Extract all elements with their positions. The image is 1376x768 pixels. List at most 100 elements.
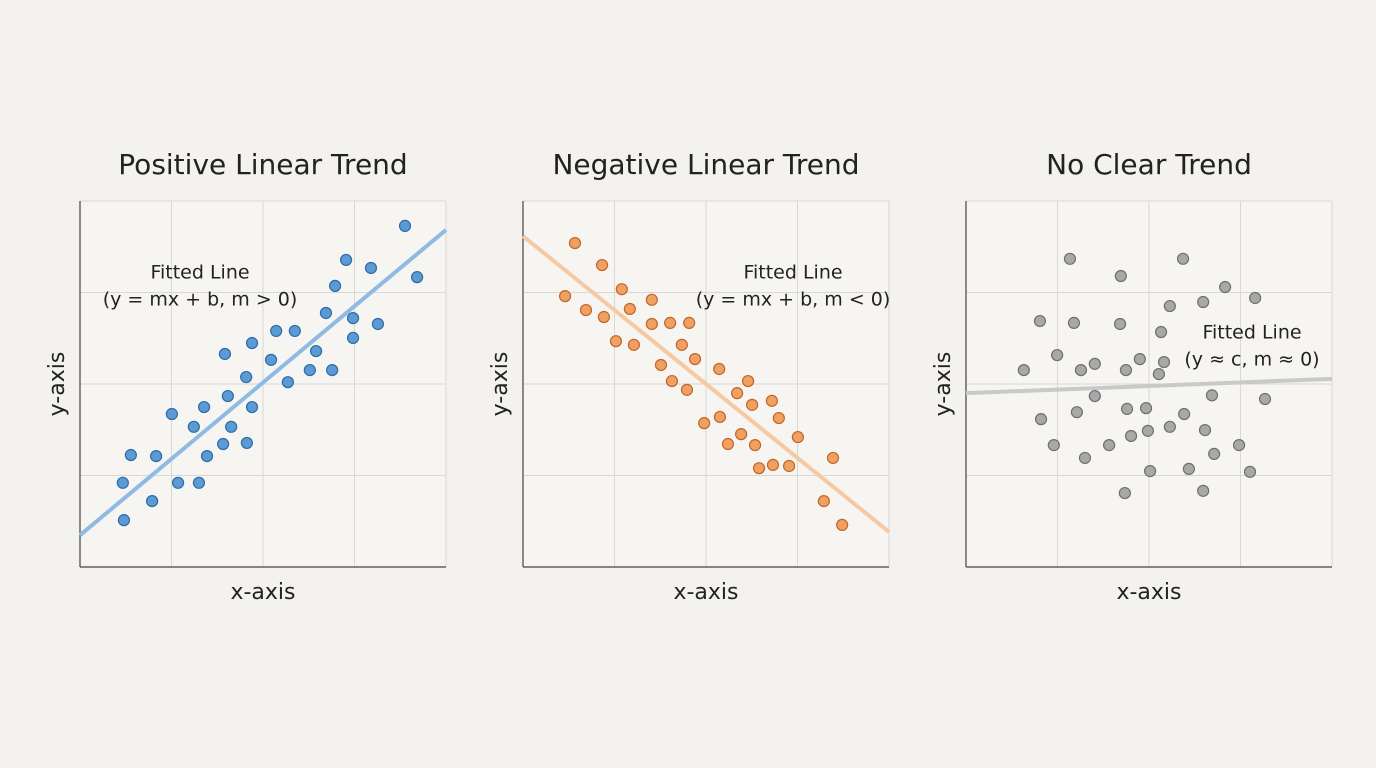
data-point bbox=[200, 450, 214, 463]
data-point bbox=[1182, 462, 1195, 476]
data-point bbox=[146, 495, 159, 508]
data-point bbox=[746, 398, 759, 411]
data-point bbox=[329, 279, 342, 293]
annotation: (y = mx + b, m > 0) bbox=[103, 289, 298, 311]
annotation: Fitted Line bbox=[1202, 322, 1301, 344]
data-point bbox=[1088, 357, 1101, 370]
data-point bbox=[595, 258, 609, 272]
data-point bbox=[782, 459, 796, 473]
annotation: (y ≈ c, m ≈ 0) bbox=[1184, 349, 1319, 371]
data-point bbox=[579, 303, 593, 317]
data-point bbox=[731, 387, 744, 400]
data-point bbox=[597, 310, 610, 324]
data-point bbox=[1078, 451, 1092, 465]
data-point bbox=[1114, 269, 1127, 283]
data-point bbox=[192, 476, 206, 489]
data-point bbox=[1120, 402, 1134, 415]
y-axis-label: y-axis bbox=[488, 352, 513, 417]
data-point bbox=[339, 253, 353, 267]
fitted-line bbox=[965, 376, 1333, 396]
data-point bbox=[1176, 252, 1190, 265]
data-point bbox=[171, 476, 185, 489]
data-point bbox=[245, 336, 259, 350]
data-point bbox=[627, 338, 640, 351]
chart-title: No Clear Trend bbox=[1046, 148, 1252, 181]
data-point bbox=[721, 437, 735, 451]
data-point bbox=[1088, 389, 1101, 403]
data-point bbox=[752, 462, 766, 475]
data-point bbox=[1124, 429, 1138, 443]
data-point bbox=[698, 417, 711, 430]
x-axis-label: x-axis bbox=[230, 580, 295, 605]
data-point bbox=[1047, 439, 1060, 452]
data-point bbox=[1197, 484, 1210, 497]
data-point bbox=[765, 394, 778, 407]
data-point bbox=[558, 290, 572, 303]
data-point bbox=[225, 420, 238, 433]
data-point bbox=[1133, 353, 1146, 366]
data-point bbox=[688, 353, 702, 366]
data-point bbox=[218, 347, 232, 361]
data-point bbox=[240, 370, 253, 384]
data-point bbox=[364, 261, 378, 275]
data-point bbox=[221, 389, 234, 403]
data-point bbox=[772, 411, 785, 425]
data-point bbox=[1154, 325, 1168, 339]
data-point bbox=[1219, 280, 1232, 294]
data-point bbox=[1051, 348, 1064, 362]
data-point bbox=[1063, 252, 1077, 265]
x-axis-label: x-axis bbox=[673, 580, 738, 605]
data-point bbox=[116, 476, 129, 489]
data-point bbox=[1163, 299, 1176, 313]
data-point bbox=[1017, 363, 1030, 377]
data-point bbox=[568, 236, 582, 250]
data-point bbox=[1232, 439, 1246, 452]
y-axis-label: y-axis bbox=[45, 352, 70, 417]
data-point bbox=[270, 324, 283, 338]
chart-title: Negative Linear Trend bbox=[552, 148, 859, 181]
data-point bbox=[1258, 392, 1272, 406]
data-point bbox=[1103, 439, 1116, 452]
data-point bbox=[735, 428, 748, 441]
data-point bbox=[1074, 363, 1088, 377]
data-point bbox=[117, 514, 131, 527]
data-point bbox=[197, 400, 211, 414]
data-point bbox=[410, 271, 424, 284]
data-point bbox=[1157, 355, 1171, 369]
annotation: Fitted Line bbox=[743, 262, 842, 284]
data-point bbox=[836, 518, 849, 532]
data-point bbox=[1249, 291, 1262, 305]
data-point bbox=[1243, 465, 1257, 478]
data-point bbox=[1119, 363, 1133, 377]
data-point bbox=[1034, 413, 1048, 426]
data-point bbox=[675, 338, 688, 351]
data-point bbox=[1198, 424, 1212, 437]
data-point bbox=[288, 324, 301, 338]
data-point bbox=[346, 331, 360, 344]
data-point bbox=[683, 316, 696, 329]
data-point bbox=[150, 450, 163, 463]
data-point bbox=[741, 374, 755, 388]
data-point bbox=[165, 407, 178, 421]
data-point bbox=[1197, 295, 1210, 309]
data-point bbox=[766, 458, 780, 471]
data-point bbox=[346, 312, 360, 325]
data-point bbox=[187, 420, 200, 433]
data-point bbox=[319, 306, 333, 320]
data-point bbox=[309, 344, 323, 358]
data-point bbox=[398, 219, 412, 232]
data-point bbox=[124, 448, 137, 462]
data-point bbox=[1178, 407, 1191, 421]
data-point bbox=[623, 302, 636, 316]
data-point bbox=[791, 430, 804, 444]
annotation: (y = mx + b, m < 0) bbox=[696, 289, 891, 311]
data-point bbox=[240, 436, 253, 450]
data-point bbox=[645, 293, 658, 306]
data-point bbox=[826, 451, 840, 465]
data-point bbox=[303, 363, 316, 377]
data-point bbox=[1070, 406, 1083, 419]
data-point bbox=[245, 400, 259, 414]
data-point bbox=[609, 335, 623, 348]
data-point bbox=[665, 374, 679, 388]
